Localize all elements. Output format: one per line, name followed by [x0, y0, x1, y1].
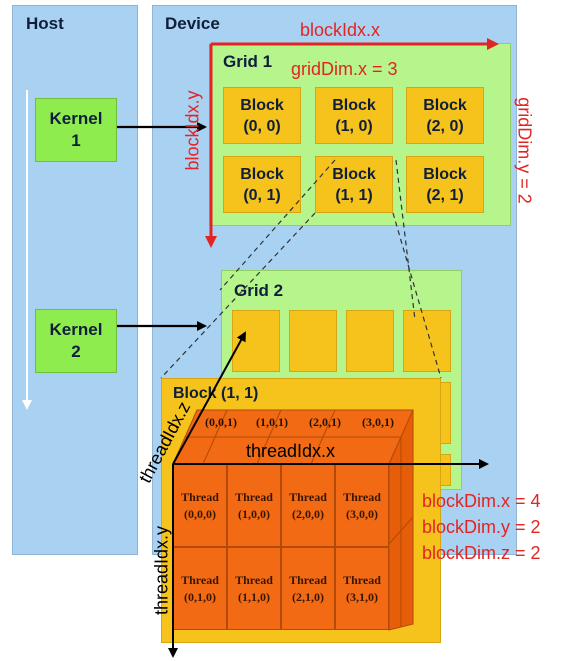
kernel-1-box: Kernel 1 [35, 98, 117, 162]
grid-1-block: Block (1, 0) [315, 87, 393, 144]
block-dim-x-label: blockDim.x = 4 [422, 491, 541, 511]
grid-1-block: Block (0, 0) [223, 87, 301, 144]
thread-cell: Thread (2,0,0) [281, 464, 335, 547]
thread-cell: Thread (3,0,0) [335, 464, 389, 547]
block-idx-x-label: blockIdx.x [300, 20, 381, 40]
top-label: (1,0,1) [256, 415, 288, 429]
grid-1-block: Block (2, 1) [406, 156, 484, 213]
grid-1-title: Grid 1 [223, 52, 273, 71]
block-dim-z-label: blockDim.z = 2 [422, 543, 541, 563]
device-title: Device [165, 14, 220, 33]
thread-cell: Thread (3,1,0) [335, 547, 389, 630]
grid-dim-y-label: gridDim.y = 2 [514, 97, 535, 204]
block-dim-y-label: blockDim.y = 2 [422, 517, 541, 537]
thread-cell: Thread (1,0,0) [227, 464, 281, 547]
top-label: (3,0,1) [362, 415, 394, 429]
thread-cell: Thread (0,1,0) [173, 547, 227, 630]
thread-cell: Thread (2,1,0) [281, 547, 335, 630]
kernel-2-label: Kernel [49, 320, 103, 339]
thread-cell: Thread (0,0,0) [173, 464, 227, 547]
grid-dim-x-label: gridDim.x = 3 [291, 59, 398, 79]
kernel-1-label: Kernel [49, 109, 103, 128]
grid-1-block: Block (2, 0) [406, 87, 484, 144]
host-panel: Host [12, 5, 138, 555]
kernel-2-index: 2 [71, 342, 81, 361]
thread-idx-y-label: threadIdx.y [151, 525, 172, 616]
block-idx-y-label: blockIdx.y [182, 90, 203, 171]
thread-cell: Thread (1,1,0) [227, 547, 281, 630]
thread-idx-x-label: threadIdx.x [246, 441, 336, 461]
top-label: (2,0,1) [309, 415, 341, 429]
kernel-1-index: 1 [71, 131, 81, 150]
top-label: (0,0,1) [205, 415, 237, 429]
kernel-2-box: Kernel 2 [35, 309, 117, 373]
host-title: Host [26, 14, 64, 33]
